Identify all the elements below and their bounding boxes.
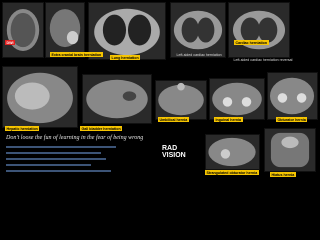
quote: Don't loose the fun of learning in the f… [6,135,144,141]
logo-text: RAD [162,145,178,152]
logo: RAD VISION [162,145,196,173]
label: Umbilical hernia [158,117,189,123]
label: Inguinal hernia [214,117,243,123]
liver-ct [2,66,78,128]
pelvis-ct [209,78,265,120]
brain-scan [2,2,44,58]
brain-scan [45,2,85,58]
chest-ct [170,2,226,58]
page: {"labels":{"dwi":"DWI","extracranial":"E… [2,2,318,178]
link-line [6,164,91,166]
abdomen-ct [82,74,152,124]
label: Strangulated obturator hernia [205,170,259,176]
label: Hiatus hernia [270,172,296,178]
abdomen-ct [155,80,207,120]
label: DWI [5,40,15,46]
link-line [6,158,106,160]
label: Gall bladder herniation [80,126,123,132]
logo-text: VISION [162,152,186,159]
obturator-ct [205,134,260,170]
label: Hepatic herniation [5,126,40,132]
coronal-ct [264,128,316,172]
label: Obturator hernia [276,117,308,123]
lung-ct [88,2,166,60]
pelvis-ct [267,72,318,120]
chest-ct [228,2,290,58]
label: Left-sided cardiac herniation [176,52,222,57]
label: Extra cranial brain herniation [50,52,103,58]
label: Cardiac herniation [234,40,269,46]
label: Left-sided cardiac herniation reversal [233,57,293,62]
link-line [6,170,111,172]
label: Lung herniation [110,55,141,61]
link-line [6,146,116,148]
link-line [6,152,101,154]
